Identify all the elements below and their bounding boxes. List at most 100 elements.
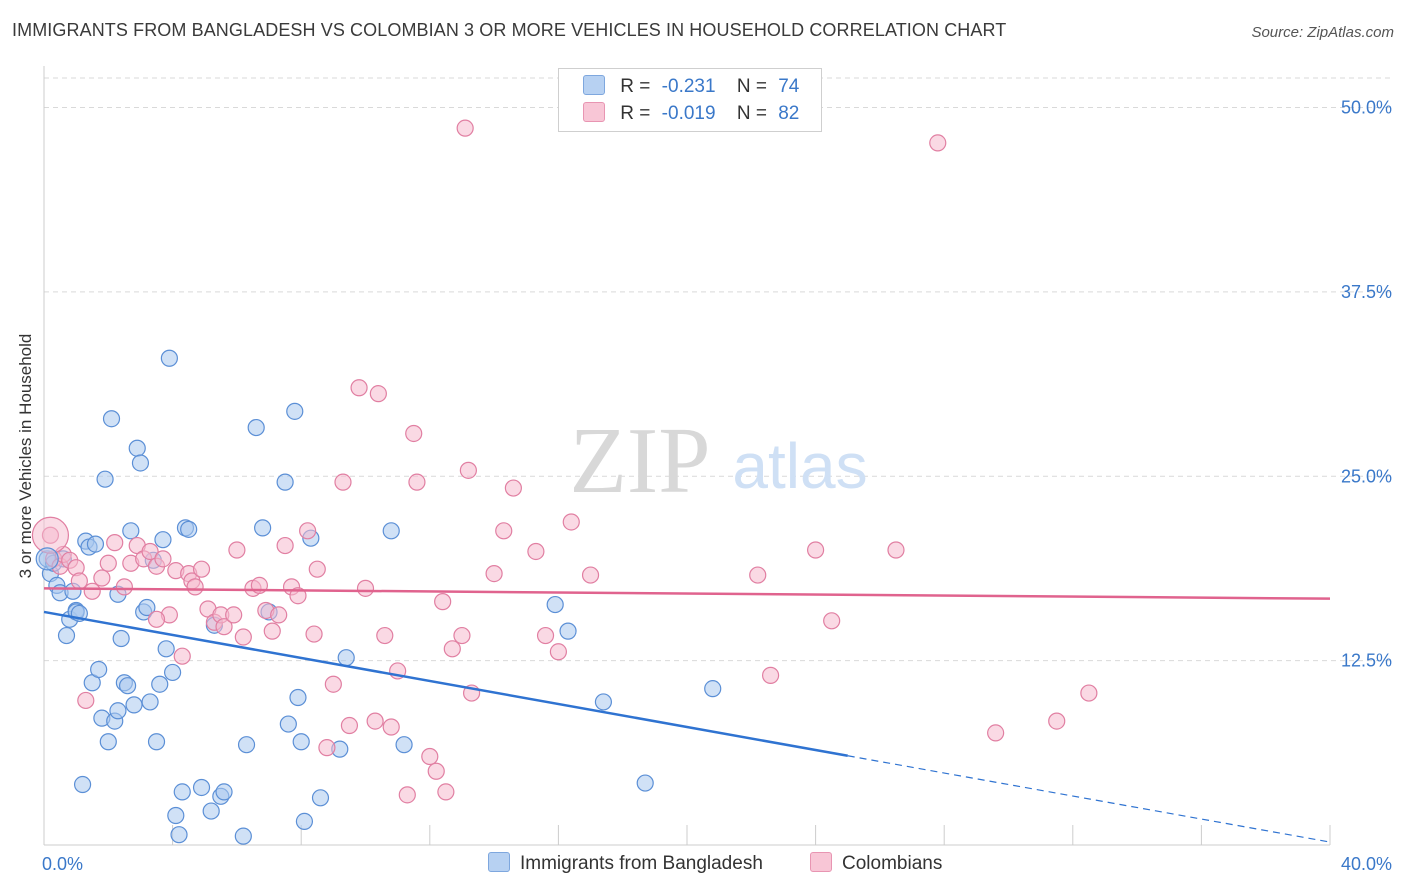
point-colombian [456, 119, 474, 137]
point-bangladesh [704, 680, 722, 698]
point-bangladesh [147, 733, 166, 751]
point-colombian [93, 569, 111, 587]
point-colombian [434, 593, 452, 611]
point-bangladesh [125, 696, 143, 714]
point-colombian [270, 606, 288, 624]
point-bangladesh [254, 519, 272, 537]
point-colombian [485, 564, 503, 583]
legend-item-bangladesh: Immigrants from Bangladesh [488, 852, 763, 875]
point-bangladesh [128, 439, 146, 457]
point-colombian [369, 385, 387, 403]
point-bangladesh [170, 826, 188, 844]
point-colombian [305, 625, 323, 643]
legend-swatch-pink [583, 102, 605, 122]
point-colombian [823, 612, 841, 630]
legend-swatch-blue [583, 75, 605, 95]
point-bangladesh [202, 802, 220, 820]
point-bangladesh [157, 640, 175, 658]
legend-row-bangladesh: R = -0.231 N = 74 [583, 75, 799, 101]
point-bangladesh [73, 775, 92, 794]
point-bangladesh [99, 733, 117, 751]
point-colombian [562, 513, 580, 531]
point-bangladesh [234, 827, 252, 845]
point-colombian [147, 610, 166, 628]
axes [43, 66, 1331, 846]
point-bangladesh [292, 733, 310, 751]
trendline-colombians [43, 587, 1331, 600]
y-tick-label: 50.0% [1341, 98, 1392, 118]
point-bangladesh [279, 715, 297, 733]
point-colombian [225, 606, 243, 624]
point-colombian [549, 643, 568, 661]
point-bangladesh [109, 702, 127, 720]
point-colombian [299, 522, 317, 540]
point-colombian [308, 560, 326, 578]
point-colombian [228, 541, 246, 559]
point-colombian [421, 747, 439, 766]
point-colombian [1048, 712, 1066, 730]
point-bangladesh [160, 349, 178, 367]
legend-item-colombians: Colombians [810, 852, 942, 875]
watermark-zip: ZIP [570, 409, 711, 513]
point-colombian [1080, 684, 1098, 702]
legend-n-value: 82 [778, 103, 800, 124]
point-colombian [427, 762, 445, 780]
point-colombian [929, 134, 947, 152]
trend-lines [43, 587, 1331, 843]
point-colombian [536, 626, 555, 645]
point-colombian [263, 622, 281, 640]
legend-r-value: -0.231 [661, 76, 716, 97]
source-label: Source: ZipAtlas.com [1251, 24, 1394, 41]
point-colombian [887, 541, 905, 559]
point-bangladesh [86, 535, 105, 553]
point-colombian [405, 424, 423, 443]
point-colombian [83, 582, 101, 600]
point-colombian [324, 675, 342, 693]
point-bangladesh [167, 806, 185, 825]
grid-lines [44, 77, 1392, 662]
legend-n-label: N = [736, 103, 767, 124]
point-colombian [289, 587, 307, 605]
point-colombian [749, 566, 767, 584]
point-colombian [459, 461, 477, 479]
legend-series-name: Colombians [842, 853, 943, 874]
point-colombian [443, 640, 461, 658]
point-bangladesh [546, 595, 564, 614]
point-colombian [234, 628, 252, 646]
point-bangladesh [96, 470, 114, 488]
legend-series-name: Immigrants from Bangladesh [520, 853, 763, 874]
point-colombian [356, 579, 375, 597]
point-bangladesh [131, 454, 150, 472]
point-colombian [77, 691, 95, 710]
x-tick-label-max: 40.0% [1341, 854, 1392, 874]
trendline-bangladesh [43, 610, 848, 757]
point-colombian [806, 541, 825, 559]
point-bangladesh [164, 663, 182, 682]
point-bangladesh [311, 789, 330, 807]
legend-r-label: R = [620, 103, 651, 124]
point-colombian [115, 578, 133, 596]
point-bangladesh [276, 473, 294, 491]
point-colombian [318, 739, 336, 757]
point-bangladesh [286, 402, 304, 420]
legend-r-value: -0.019 [661, 103, 716, 124]
point-colombian [70, 572, 88, 590]
point-bangladesh [57, 626, 76, 645]
point-bangladesh [180, 520, 198, 538]
chart-title: IMMIGRANTS FROM BANGLADESH VS COLOMBIAN … [12, 20, 1007, 40]
point-bangladesh [102, 410, 121, 428]
point-colombian [366, 712, 384, 730]
point-bangladesh [215, 783, 233, 801]
legend-row-colombians: R = -0.019 N = 82 [583, 102, 799, 128]
y-tick-label: 12.5% [1341, 651, 1392, 671]
point-bangladesh [594, 693, 613, 711]
point-bangladesh [559, 622, 577, 640]
point-colombian [761, 666, 780, 684]
point-colombian [186, 578, 204, 596]
x-tick-label-min: 0.0% [42, 854, 83, 874]
point-colombian [173, 647, 191, 665]
point-colombian [340, 716, 359, 735]
point-colombian [437, 783, 455, 801]
point-bangladesh [141, 693, 159, 711]
